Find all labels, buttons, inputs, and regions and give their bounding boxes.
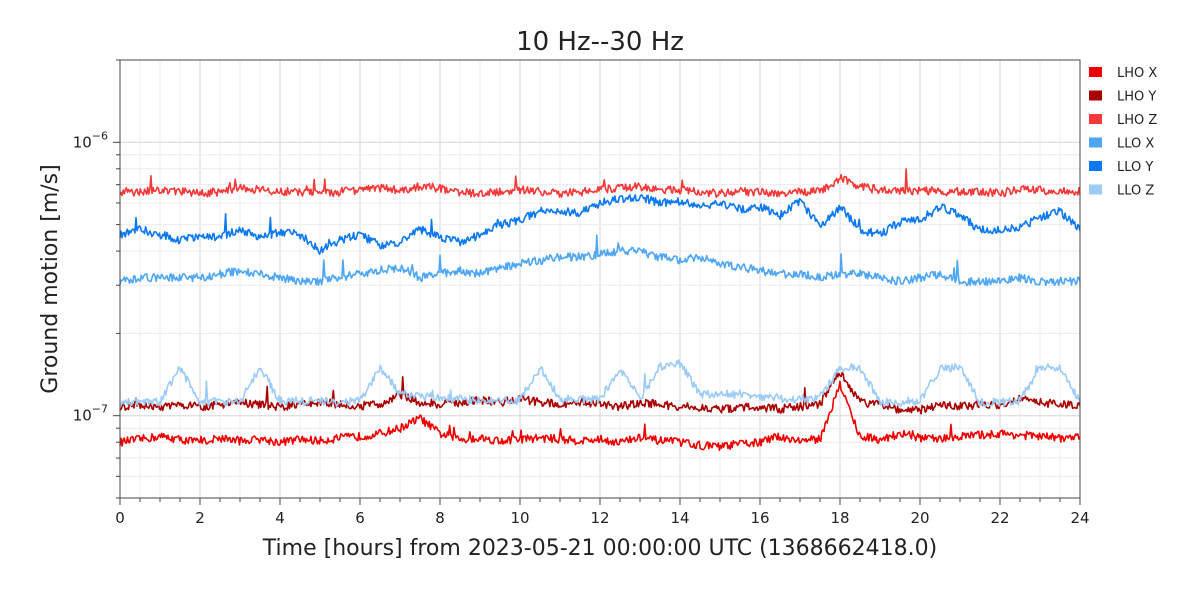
x-tick-label: 4	[275, 509, 285, 527]
x-tick-label: 24	[1070, 509, 1089, 527]
legend-label: LHO X	[1117, 66, 1157, 81]
x-tick-label: 16	[750, 509, 769, 527]
y-tick-label: 10−7	[73, 403, 108, 425]
x-tick-label: 18	[830, 509, 849, 527]
x-tick-label: 20	[910, 509, 929, 527]
x-tick-label: 2	[195, 509, 205, 527]
legend-label: LHO Z	[1117, 113, 1157, 128]
x-tick-label: 12	[590, 509, 609, 527]
x-tick-label: 8	[435, 509, 445, 527]
x-axis: 0 2 4 6 8 10 12 14 16 18 20 22 24	[115, 498, 1090, 527]
x-axis-label: Time [hours] from 2023-05-21 00:00:00 UT…	[262, 536, 937, 561]
grid	[119, 59, 1081, 499]
series-line-llo-y	[119, 193, 1081, 255]
series-layer	[119, 168, 1081, 452]
x-tick-label: 22	[990, 509, 1009, 527]
series-line-llo-x	[119, 234, 1081, 287]
y-axis: 10−7 10−6	[73, 59, 120, 499]
x-tick-label: 6	[355, 509, 365, 527]
legend-swatch	[1089, 184, 1102, 195]
legend-swatch	[1089, 90, 1102, 101]
legend-swatch	[1089, 137, 1102, 148]
legend-label: LLO Y	[1117, 160, 1153, 175]
series-line-lho-z	[119, 168, 1081, 198]
series-line-lho-y	[119, 371, 1081, 415]
series-line-lho-x	[119, 380, 1081, 452]
x-tick-label: 10	[510, 509, 529, 527]
legend-swatch	[1089, 161, 1102, 171]
legend-label: LLO X	[1117, 137, 1154, 152]
series-line-llo-z	[119, 359, 1081, 408]
y-tick-label: 10−6	[73, 129, 108, 151]
x-tick-label: 14	[670, 509, 689, 527]
y-axis-label: Ground motion [m/s]	[38, 164, 63, 393]
x-tick-label: 0	[115, 509, 125, 527]
chart-title: 10 Hz--30 Hz	[516, 27, 684, 57]
legend-swatch	[1089, 114, 1102, 124]
legend-swatch	[1089, 67, 1102, 77]
legend-label: LLO Z	[1117, 184, 1154, 199]
legend: LHO X LHO Y LHO Z LLO X LLO Y LLO Z	[1089, 66, 1157, 199]
legend-label: LHO Y	[1117, 90, 1156, 105]
